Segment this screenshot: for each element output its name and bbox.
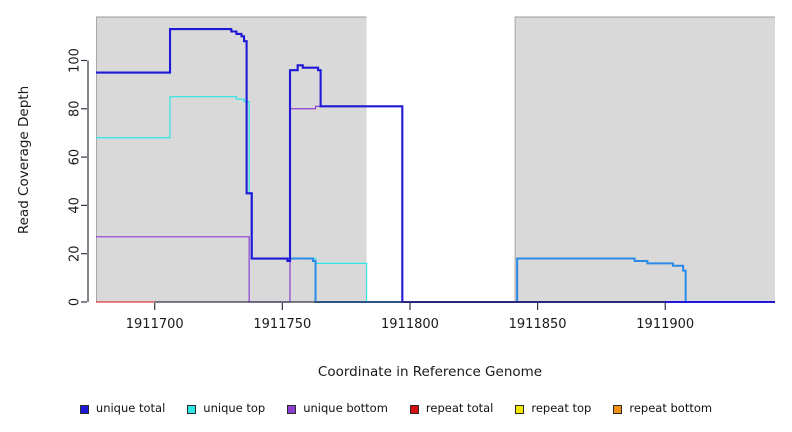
legend-item-label: repeat top [531, 401, 592, 416]
legend-item-unique-bottom[interactable]: unique bottom [287, 403, 388, 415]
shaded-region-1 [96, 17, 367, 302]
x-tick-label: 1911700 [126, 317, 184, 332]
legend-item-label: unique bottom [303, 401, 388, 416]
x-tick-label: 1911800 [381, 317, 439, 332]
x-axis-title: Coordinate in Reference Genome [318, 364, 542, 380]
legend-item-repeat-bottom[interactable]: repeat bottom [613, 403, 712, 415]
legend-item-repeat-top[interactable]: repeat top [515, 403, 591, 415]
y-tick-label: 0 [68, 298, 83, 306]
x-tick-label: 1911850 [509, 317, 567, 332]
y-tick-label: 80 [68, 101, 83, 118]
axis-group [81, 59, 666, 310]
shaded-region-group [96, 16, 775, 302]
chart-legend: unique total unique top unique bottom repea… [0, 396, 792, 422]
legend-item-label: repeat total [425, 401, 494, 416]
series-line-unique-total [96, 28, 775, 304]
series-line-secondary-coverage [249, 192, 775, 303]
x-tick-labels: 1911700 1911750 1911800 1911850 1911900 [126, 317, 694, 332]
x-tick-label: 1911900 [636, 317, 694, 332]
shaded-region-2 [514, 17, 775, 302]
legend-swatch-icon [187, 404, 197, 414]
x-tick-label: 1911750 [253, 317, 311, 332]
legend-item-repeat-total[interactable]: repeat total [409, 401, 494, 416]
legend-swatch-icon [515, 404, 525, 414]
legend-item-unique-top[interactable]: unique top [187, 403, 265, 415]
legend-swatch-icon [287, 404, 297, 414]
y-axis-title: Read Coverage Depth [16, 86, 32, 234]
legend-item-label: unique top [203, 401, 266, 416]
legend-item-unique-total[interactable]: unique total [79, 401, 166, 416]
legend-item-label: repeat bottom [629, 401, 713, 416]
y-tick-label: 40 [68, 197, 83, 214]
legend-swatch-icon [79, 404, 89, 414]
legend-item-label: unique total [95, 401, 166, 416]
y-tick-label: 100 [68, 48, 83, 73]
y-tick-labels: 0 20 40 60 80 100 [68, 48, 83, 306]
y-tick-label: 60 [68, 149, 83, 166]
y-tick-label: 20 [68, 245, 83, 262]
legend-swatch-icon [613, 404, 623, 414]
legend-swatch-icon [409, 404, 419, 414]
